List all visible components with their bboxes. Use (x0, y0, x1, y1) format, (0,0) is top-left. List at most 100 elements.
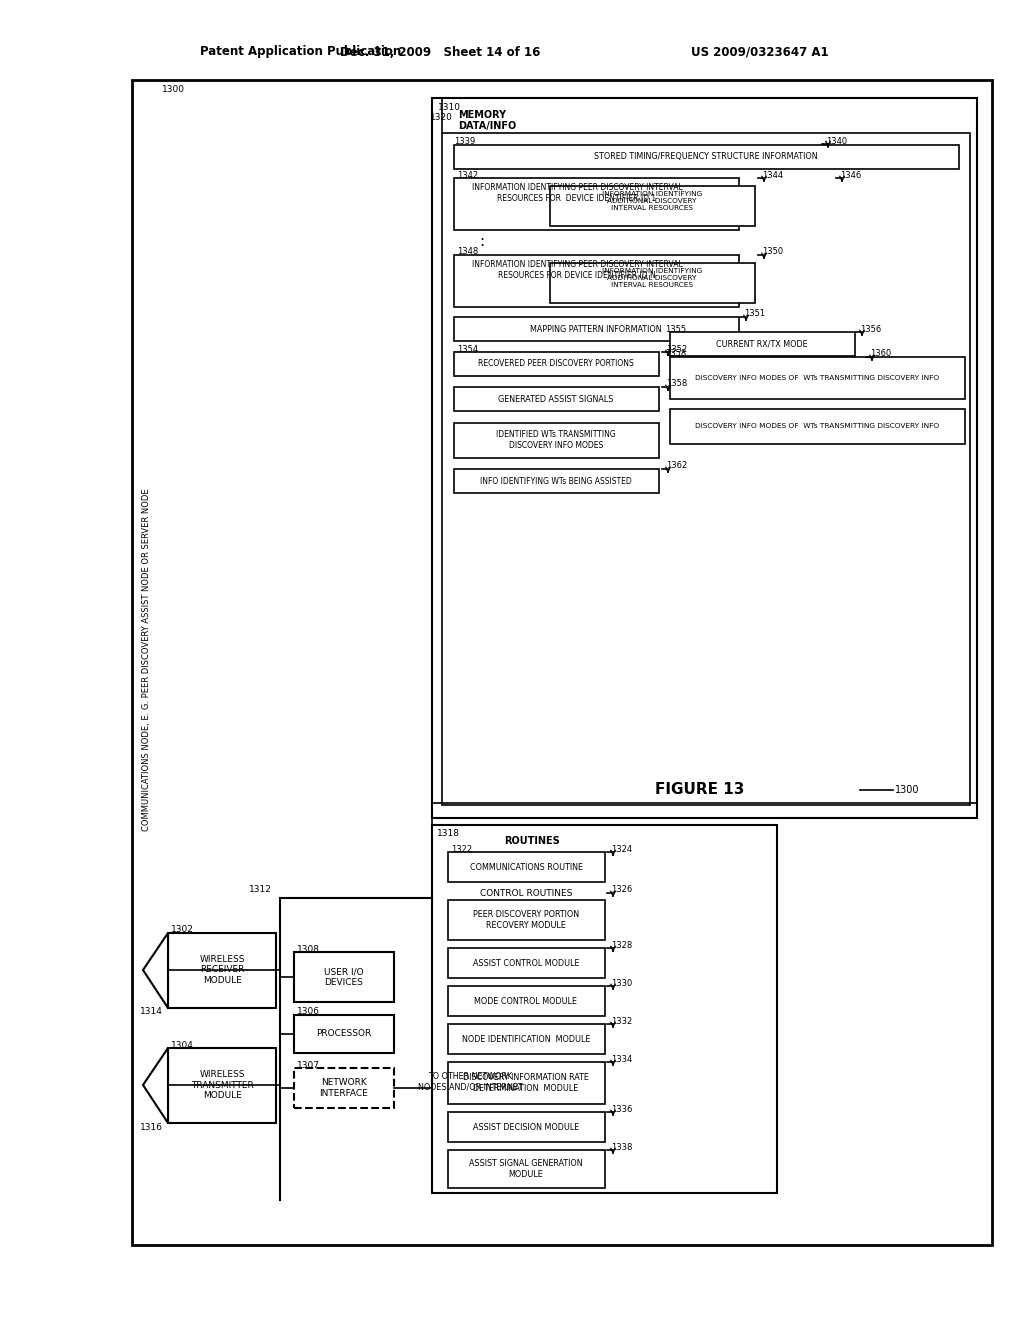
Bar (670, 333, 855, 356)
Text: DISCOVERY INFO MODES OF  WTs TRANSMITTING DISCOVERY INFO: DISCOVERY INFO MODES OF WTs TRANSMITTING… (695, 375, 939, 381)
Bar (442, 133, 970, 805)
Text: GENERATED ASSIST SIGNALS: GENERATED ASSIST SIGNALS (499, 395, 613, 404)
Polygon shape (143, 933, 168, 1008)
Bar (449, 948, 605, 978)
Text: 1300: 1300 (162, 86, 185, 95)
Text: 1334: 1334 (611, 1055, 632, 1064)
Text: 1320: 1320 (430, 112, 453, 121)
Text: 1339: 1339 (454, 136, 475, 145)
Bar (454, 317, 739, 341)
Text: 1346: 1346 (840, 170, 861, 180)
Text: Patent Application Publication: Patent Application Publication (200, 45, 401, 58)
Text: INFORMATION IDENTIFYING PEER DISCOVERY INTERVAL
RESOURCES FOR DEVICE IDENTIFIER : INFORMATION IDENTIFYING PEER DISCOVERY I… (472, 260, 682, 280)
Text: 1351: 1351 (744, 309, 765, 318)
Bar (449, 900, 605, 940)
Bar (432, 98, 977, 818)
Polygon shape (143, 1048, 168, 1123)
Text: 1332: 1332 (611, 1016, 632, 1026)
Text: 1307: 1307 (297, 1060, 319, 1069)
Text: DISCOVERY INFO MODES OF  WTs TRANSMITTING DISCOVERY INFO: DISCOVERY INFO MODES OF WTs TRANSMITTING… (695, 422, 939, 429)
Text: PEER DISCOVERY PORTION
RECOVERY MODULE: PEER DISCOVERY PORTION RECOVERY MODULE (473, 911, 579, 929)
Bar (670, 409, 965, 444)
Bar (454, 422, 659, 458)
Text: 1312: 1312 (249, 886, 272, 895)
Text: INFORMATION IDENTIFYING
ADDITIONAL DISCOVERY
INTERVAL RESOURCES: INFORMATION IDENTIFYING ADDITIONAL DISCO… (602, 268, 702, 288)
Text: DISCOVERY INFORMATION RATE
DETERMINATION  MODULE: DISCOVERY INFORMATION RATE DETERMINATION… (463, 1073, 589, 1093)
Text: 1355: 1355 (665, 325, 686, 334)
Text: 1326: 1326 (611, 886, 632, 895)
Bar (432, 825, 777, 1193)
Bar (449, 1111, 605, 1142)
Bar (454, 145, 959, 169)
Text: NODE IDENTIFICATION  MODULE: NODE IDENTIFICATION MODULE (462, 1035, 590, 1044)
Text: 1302: 1302 (171, 925, 194, 935)
Text: 1338: 1338 (611, 1143, 633, 1151)
Text: RECOVERED PEER DISCOVERY PORTIONS: RECOVERED PEER DISCOVERY PORTIONS (478, 359, 634, 368)
Text: ROUTINES: ROUTINES (504, 836, 560, 846)
Text: 1356: 1356 (860, 325, 882, 334)
Text: 1304: 1304 (171, 1040, 194, 1049)
Text: 1322: 1322 (451, 845, 472, 854)
Bar (449, 851, 605, 882)
Text: 1336: 1336 (611, 1105, 633, 1114)
Text: USER I/O
DEVICES: USER I/O DEVICES (325, 968, 364, 987)
Bar (168, 933, 276, 1008)
Text: 1358: 1358 (666, 380, 687, 388)
Bar (132, 81, 992, 1245)
Text: 1358: 1358 (665, 350, 686, 359)
Text: 1344: 1344 (762, 170, 783, 180)
Text: 1310: 1310 (438, 103, 461, 111)
Bar (550, 263, 755, 304)
Text: 1316: 1316 (139, 1122, 163, 1131)
Text: COMMUNICATIONS NODE, E. G. PEER DISCOVERY ASSIST NODE OR SERVER NODE: COMMUNICATIONS NODE, E. G. PEER DISCOVER… (141, 488, 151, 832)
Text: MODE CONTROL MODULE: MODE CONTROL MODULE (474, 997, 578, 1006)
Bar (550, 186, 755, 226)
Text: MEMORY: MEMORY (458, 110, 506, 120)
Bar (454, 469, 659, 492)
Text: FIGURE 13: FIGURE 13 (655, 783, 744, 797)
Text: 1340: 1340 (826, 136, 847, 145)
Text: US 2009/0323647 A1: US 2009/0323647 A1 (691, 45, 828, 58)
Bar (449, 1150, 605, 1188)
Text: TO OTHER NETWORK
NODES AND/OR INTERNET: TO OTHER NETWORK NODES AND/OR INTERNET (418, 1072, 522, 1092)
Text: DATA/INFO: DATA/INFO (458, 121, 516, 131)
Text: WIRELESS
RECEIVER
MODULE: WIRELESS RECEIVER MODULE (200, 956, 245, 985)
Text: WIRELESS
TRANSMITTER
MODULE: WIRELESS TRANSMITTER MODULE (190, 1071, 253, 1100)
Text: NETWORK
INTERFACE: NETWORK INTERFACE (319, 1078, 369, 1098)
Bar (454, 178, 739, 230)
Text: 1352: 1352 (666, 345, 687, 354)
Text: 1308: 1308 (297, 945, 319, 953)
Text: 1314: 1314 (139, 1007, 163, 1016)
Text: CONTROL ROUTINES: CONTROL ROUTINES (480, 890, 572, 899)
Bar (449, 1063, 605, 1104)
Text: ASSIST DECISION MODULE: ASSIST DECISION MODULE (473, 1122, 580, 1131)
Bar (449, 986, 605, 1016)
Text: MAPPING PATTERN INFORMATION: MAPPING PATTERN INFORMATION (530, 325, 662, 334)
Text: INFORMATION IDENTIFYING
ADDITIONAL DISCOVERY
INTERVAL RESOURCES: INFORMATION IDENTIFYING ADDITIONAL DISCO… (602, 191, 702, 211)
Bar (168, 1048, 276, 1123)
Text: 1328: 1328 (611, 940, 632, 949)
Text: 1348: 1348 (457, 248, 478, 256)
Text: STORED TIMING/FREQUENCY STRUCTURE INFORMATION: STORED TIMING/FREQUENCY STRUCTURE INFORM… (594, 153, 818, 161)
Bar (454, 352, 659, 376)
Bar (454, 387, 659, 411)
Text: 1354: 1354 (457, 345, 478, 354)
Text: 1360: 1360 (870, 350, 891, 359)
Bar (294, 952, 394, 1002)
Text: INFO IDENTIFYING WTs BEING ASSISTED: INFO IDENTIFYING WTs BEING ASSISTED (480, 477, 632, 486)
Bar (670, 356, 965, 399)
Text: 1318: 1318 (437, 829, 460, 837)
Text: 1300: 1300 (895, 785, 920, 795)
Text: ASSIST CONTROL MODULE: ASSIST CONTROL MODULE (473, 958, 580, 968)
Text: 1342: 1342 (457, 170, 478, 180)
Text: IDENTIFIED WTs TRANSMITTING
DISCOVERY INFO MODES: IDENTIFIED WTs TRANSMITTING DISCOVERY IN… (496, 430, 615, 450)
Text: 1324: 1324 (611, 845, 632, 854)
Text: 1330: 1330 (611, 978, 632, 987)
Bar (294, 1015, 394, 1053)
Bar (449, 1024, 605, 1053)
Bar (454, 255, 739, 308)
Text: COMMUNICATIONS ROUTINE: COMMUNICATIONS ROUTINE (469, 862, 583, 871)
Bar (294, 1068, 394, 1107)
Text: PROCESSOR: PROCESSOR (316, 1030, 372, 1039)
Text: 1306: 1306 (297, 1007, 319, 1016)
